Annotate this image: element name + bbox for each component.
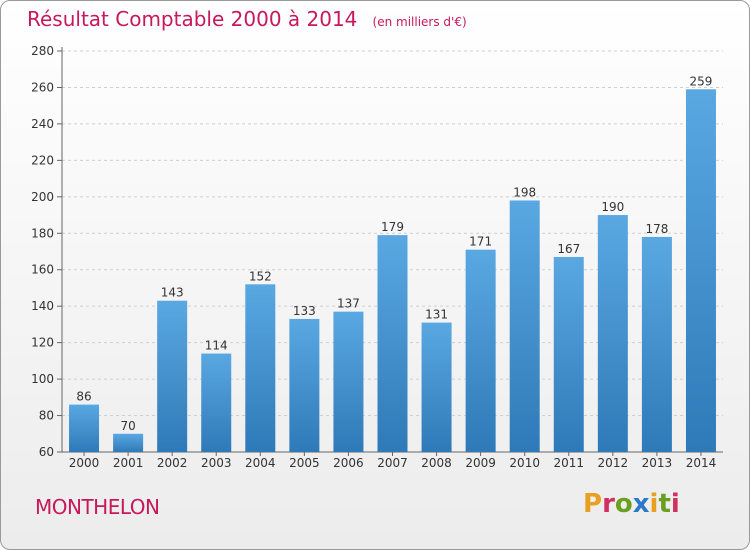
bar xyxy=(333,311,364,452)
chart-title: Résultat Comptable 2000 à 2014 xyxy=(27,7,358,31)
title-row: Résultat Comptable 2000 à 2014 (en milli… xyxy=(27,7,467,31)
bar-value-label: 167 xyxy=(557,242,580,256)
x-tick-label: 2014 xyxy=(686,456,717,470)
x-tick-label: 2006 xyxy=(333,456,364,470)
bar xyxy=(113,433,144,452)
logo-letter: x xyxy=(632,489,650,519)
bar-value-label: 259 xyxy=(690,74,713,88)
logo-letter: o xyxy=(614,489,633,519)
y-tick-label: 200 xyxy=(31,190,54,204)
bar-value-label: 114 xyxy=(205,339,228,353)
x-tick-label: 2000 xyxy=(69,456,100,470)
logo-letter: i xyxy=(649,489,659,519)
y-tick-label: 120 xyxy=(31,336,54,350)
bar-value-label: 137 xyxy=(337,297,360,311)
x-tick-label: 2010 xyxy=(509,456,540,470)
x-tick-label: 2008 xyxy=(421,456,452,470)
y-tick-label: 180 xyxy=(31,226,54,240)
y-tick-label: 240 xyxy=(31,117,54,131)
x-tick-label: 2011 xyxy=(553,456,584,470)
bar xyxy=(641,236,672,452)
y-tick-label: 260 xyxy=(31,80,54,94)
y-tick-label: 100 xyxy=(31,372,54,386)
bar-value-label: 152 xyxy=(249,269,272,283)
bar xyxy=(157,300,188,452)
bar xyxy=(377,235,408,452)
bar xyxy=(553,256,584,452)
bar-value-label: 179 xyxy=(381,220,404,234)
x-tick-label: 2009 xyxy=(465,456,496,470)
y-tick-label: 80 xyxy=(39,409,54,423)
bar-value-label: 143 xyxy=(161,286,184,300)
bar-value-label: 133 xyxy=(293,304,316,318)
bar xyxy=(685,89,716,452)
x-tick-label: 2005 xyxy=(289,456,320,470)
x-tick-label: 2012 xyxy=(598,456,629,470)
y-tick-label: 280 xyxy=(31,44,54,58)
bar xyxy=(245,284,276,452)
y-tick-label: 160 xyxy=(31,263,54,277)
x-tick-label: 2002 xyxy=(157,456,188,470)
city-name: MONTHELON xyxy=(35,495,160,519)
bar-value-label: 198 xyxy=(513,185,536,199)
x-tick-label: 2013 xyxy=(642,456,673,470)
bar xyxy=(509,200,540,452)
x-tick-label: 2007 xyxy=(377,456,408,470)
bar-value-label: 190 xyxy=(601,200,624,214)
bar-value-label: 86 xyxy=(76,390,91,404)
bar xyxy=(597,215,628,452)
x-tick-label: 2004 xyxy=(245,456,276,470)
x-tick-label: 2003 xyxy=(201,456,232,470)
y-tick-label: 140 xyxy=(31,299,54,313)
logo-letter: P xyxy=(583,489,603,519)
bar-value-label: 131 xyxy=(425,308,448,322)
bar xyxy=(421,322,452,452)
chart-unit: (en milliers d'€) xyxy=(372,15,467,29)
bar-value-label: 178 xyxy=(645,222,668,236)
logo-letter: i xyxy=(670,489,680,519)
bar xyxy=(201,353,232,452)
bar xyxy=(289,318,320,452)
proxiti-logo: Proxiti xyxy=(583,489,680,519)
bar xyxy=(69,404,100,452)
bar-value-label: 171 xyxy=(469,235,492,249)
logo-letter: r xyxy=(602,489,615,519)
logo-letter: t xyxy=(658,489,671,519)
y-tick-label: 60 xyxy=(39,445,54,459)
bar-value-label: 70 xyxy=(120,419,135,433)
y-tick-label: 220 xyxy=(31,153,54,167)
x-tick-label: 2001 xyxy=(113,456,144,470)
bar xyxy=(465,249,496,452)
